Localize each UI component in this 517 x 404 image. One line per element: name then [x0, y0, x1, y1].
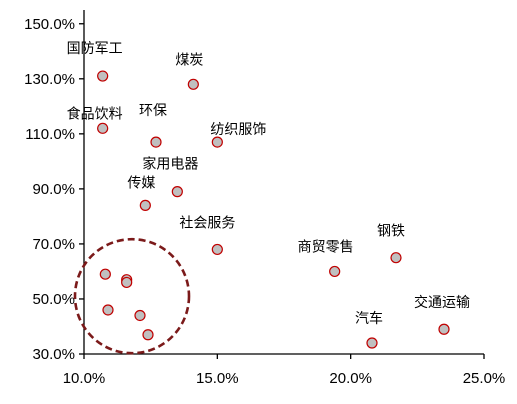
point-label: 社会服务: [179, 215, 235, 231]
point-label: 钢铁: [377, 224, 405, 240]
y-tick-label: 30.0%: [32, 346, 75, 363]
data-point: [171, 186, 183, 198]
point-label: 汽车: [355, 310, 383, 327]
data-point: [150, 136, 162, 148]
data-point: [99, 268, 111, 280]
data-point: [102, 304, 114, 316]
point-label: 商贸零售: [298, 239, 354, 255]
y-tick-label: 150.0%: [24, 16, 75, 33]
data-point: [134, 309, 146, 322]
x-tick-label: 20.0%: [329, 370, 372, 387]
x-tick-label: 25.0%: [463, 370, 506, 387]
data-point: [211, 243, 223, 256]
highlight-circle: [73, 237, 191, 355]
point-label: 纺织服饰: [210, 122, 266, 138]
y-tick-label: 110.0%: [25, 126, 75, 143]
data-point: [438, 323, 450, 335]
y-tick-label: 90.0%: [32, 181, 75, 198]
data-point: [329, 265, 341, 278]
data-point: [97, 122, 109, 134]
data-point: [211, 136, 223, 148]
data-point: [97, 70, 109, 82]
data-point: [142, 329, 154, 341]
y-tick-label: 70.0%: [32, 236, 75, 253]
point-label: 家用电器: [142, 156, 198, 173]
data-point: [187, 78, 199, 90]
point-label: 交通运输: [414, 294, 470, 311]
data-points: [97, 70, 450, 349]
point-label: 国防军工: [67, 41, 123, 57]
point-label: 传媒: [127, 175, 155, 191]
highlight-circle-layer: [73, 237, 191, 355]
y-tick-label: 50.0%: [32, 291, 75, 308]
data-point: [139, 199, 151, 211]
point-label: 食品饮料: [67, 105, 123, 122]
x-tick-label: 15.0%: [196, 370, 239, 387]
data-point: [390, 252, 402, 264]
point-label: 环保: [139, 103, 167, 119]
data-point: [121, 276, 133, 289]
y-tick-label: 130.0%: [24, 71, 75, 88]
point-label: 煤炭: [175, 52, 203, 68]
data-point: [366, 337, 378, 349]
x-tick-label: 10.0%: [63, 370, 106, 387]
axes: 30.0% 50.0% 70.0% 90.0% 110.0% 130.0% 150.0% 10…: [24, 10, 505, 387]
